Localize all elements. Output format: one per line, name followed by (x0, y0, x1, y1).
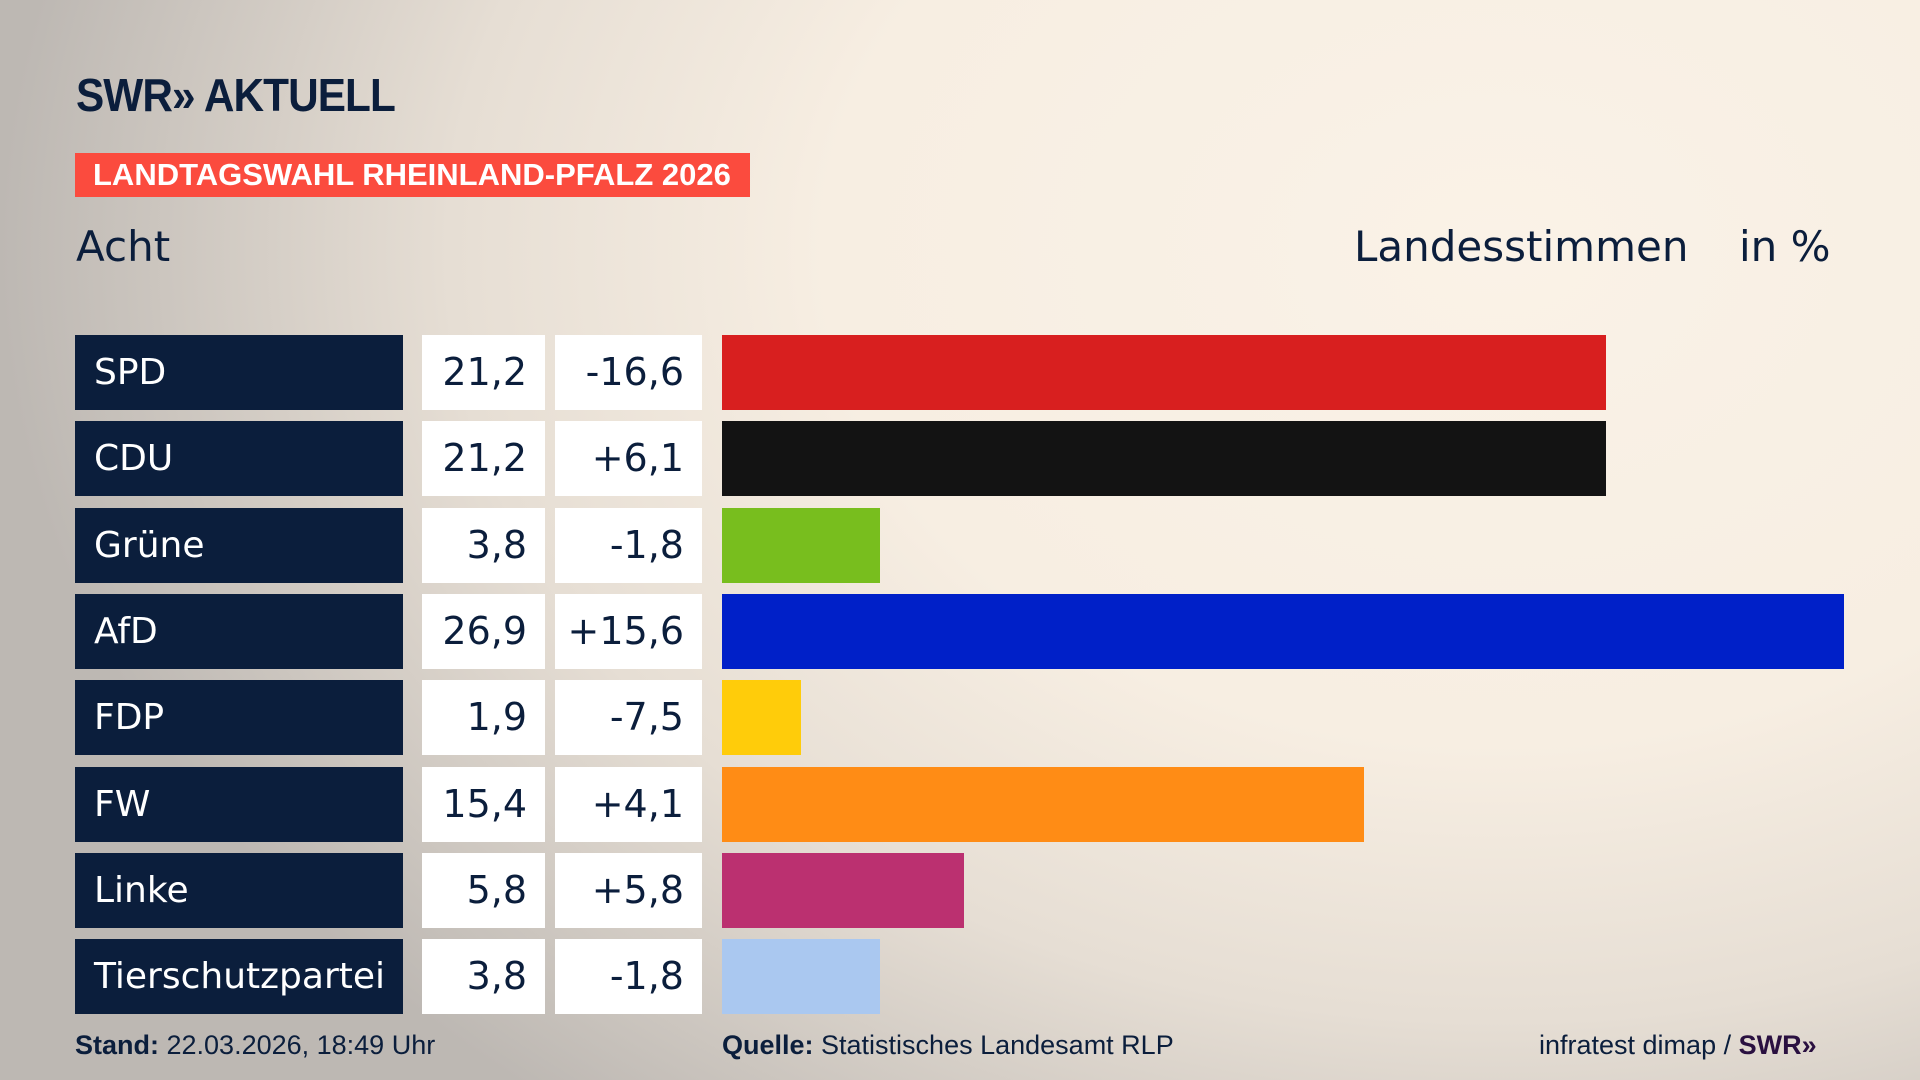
value-label: 3,8 (422, 939, 545, 1015)
party-name: CDU (75, 421, 403, 497)
diff-label: -1,8 (555, 939, 702, 1015)
source-label: Quelle: (722, 1030, 814, 1060)
constituency-label: Acht (76, 222, 171, 271)
value-label: 5,8 (422, 852, 545, 928)
value-label: 21,2 (422, 335, 545, 410)
value-label: 3,8 (422, 507, 545, 583)
bar (722, 507, 881, 583)
diff-label: +15,6 (555, 593, 702, 669)
diff-label: -7,5 (555, 680, 702, 756)
party-name: AfD (75, 593, 403, 669)
party-name: Linke (75, 852, 403, 928)
bar (722, 852, 964, 928)
diff-label: +6,1 (555, 421, 702, 497)
party-name: SPD (75, 335, 403, 410)
timestamp: Stand: 22.03.2026, 18:49 Uhr (75, 1030, 435, 1061)
vote-type-label: Landesstimmen (1354, 222, 1689, 271)
bar (722, 593, 1844, 669)
value-label: 15,4 (422, 766, 545, 842)
credit: infratest dimap / SWR» (1539, 1030, 1817, 1061)
swr-logo: SWR» (1738, 1030, 1817, 1060)
election-banner: LANDTAGSWAHL RHEINLAND-PFALZ 2026 (75, 153, 750, 197)
bar (722, 680, 802, 756)
bar (722, 939, 881, 1015)
bar (722, 766, 1365, 842)
unit-label: in % (1739, 222, 1831, 271)
bar (722, 335, 1607, 410)
source-value: Statistisches Landesamt RLP (813, 1030, 1174, 1060)
value-label: 21,2 (422, 421, 545, 497)
party-name: FW (75, 766, 403, 842)
diff-label: +5,8 (555, 852, 702, 928)
party-name: Tierschutzpartei (75, 939, 403, 1015)
swr-aktuell-logo: SWR» AKTUELL (76, 69, 396, 121)
party-name: Grüne (75, 507, 403, 583)
diff-label: -1,8 (555, 507, 702, 583)
value-label: 1,9 (422, 680, 545, 756)
credit-text: infratest dimap / (1539, 1030, 1739, 1060)
bar (722, 421, 1607, 497)
stand-value: 22.03.2026, 18:49 Uhr (159, 1030, 436, 1060)
party-name: FDP (75, 680, 403, 756)
diff-label: +4,1 (555, 766, 702, 842)
source: Quelle: Statistisches Landesamt RLP (722, 1030, 1174, 1061)
value-label: 26,9 (422, 593, 545, 669)
stand-label: Stand: (75, 1030, 159, 1060)
diff-label: -16,6 (555, 335, 702, 410)
